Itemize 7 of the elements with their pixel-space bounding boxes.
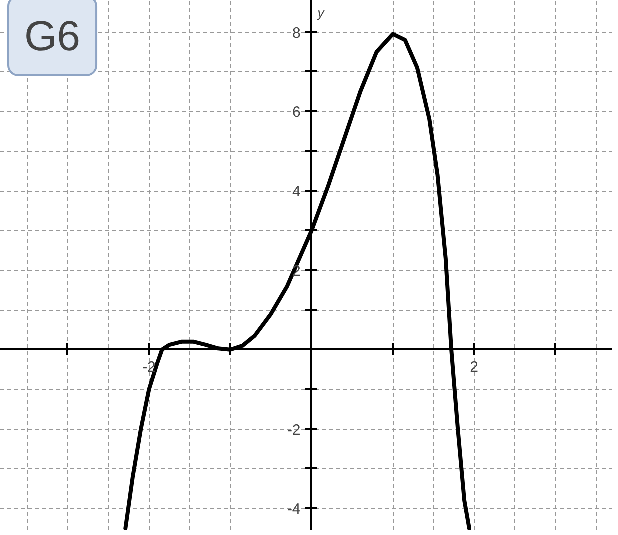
y-tick-label: -4 (287, 501, 301, 518)
y-tick-label: 8 (292, 24, 301, 42)
annotation: G6 (24, 12, 81, 60)
y-tick-label: 4 (292, 184, 301, 201)
y-tick-label: -2 (287, 422, 301, 439)
y-axis-title: y (316, 6, 326, 20)
y-tick-label: 6 (292, 104, 301, 122)
